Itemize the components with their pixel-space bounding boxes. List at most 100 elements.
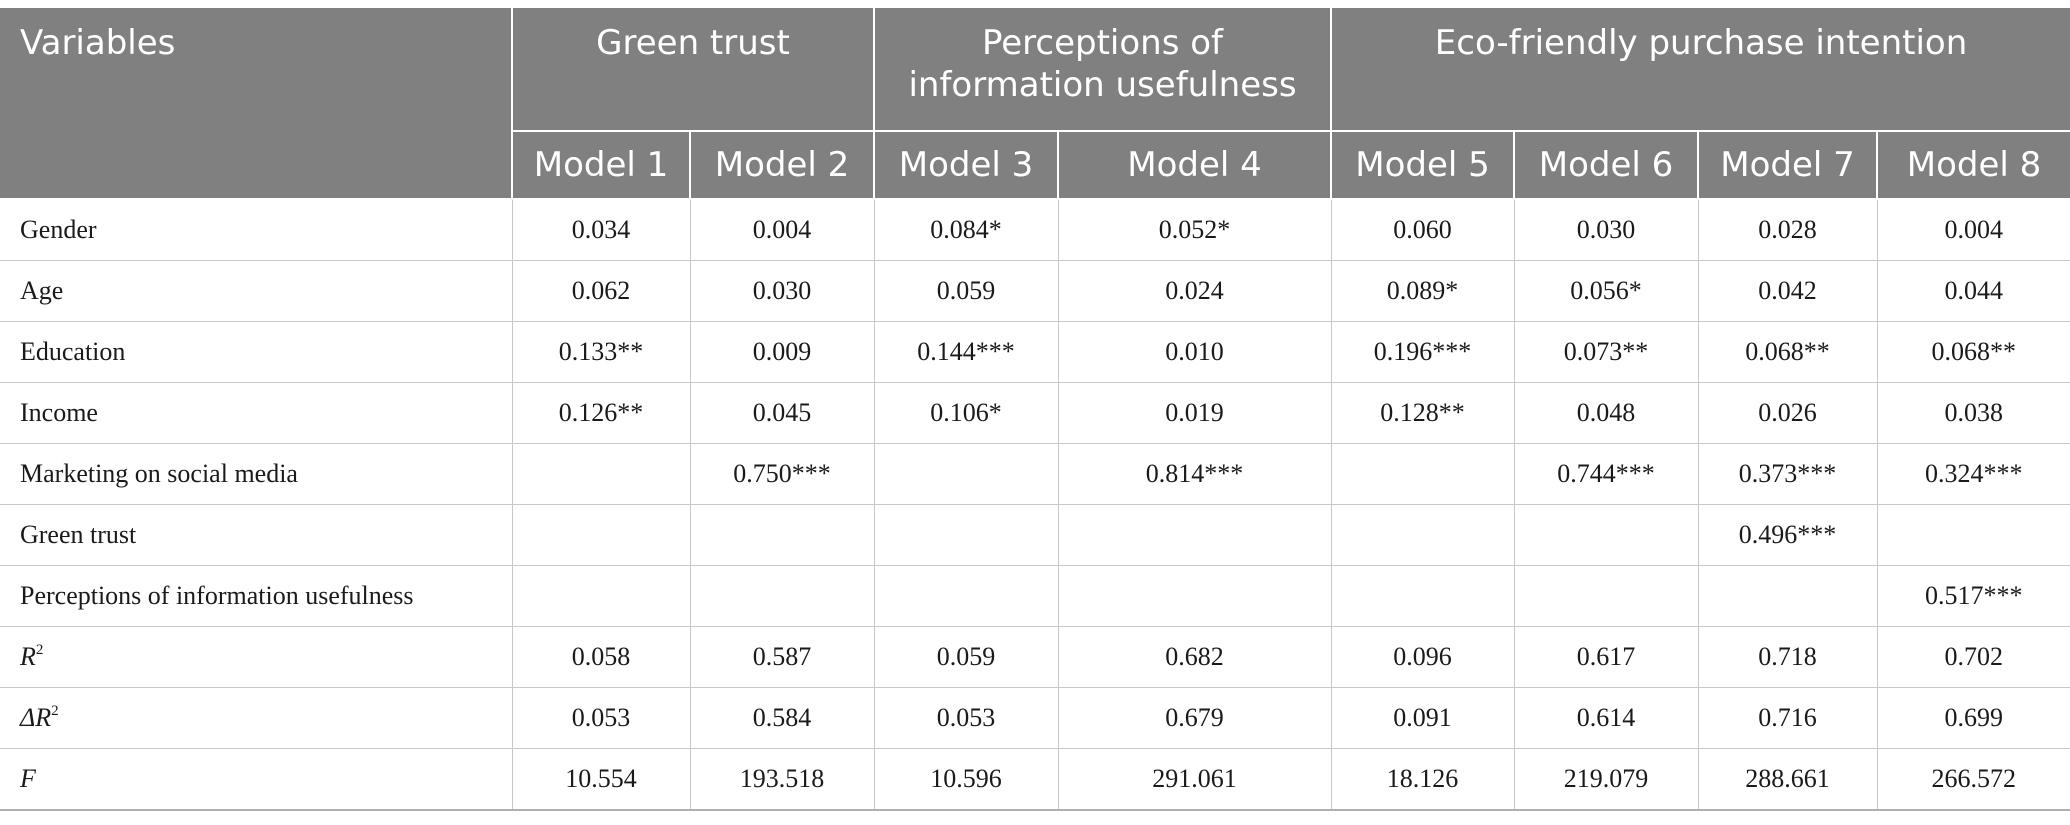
table-cell: 0.068** (1697, 321, 1878, 383)
table-row: Gender 0.034 0.004 0.084* 0.052* 0.060 0.030 0.… (0, 198, 2070, 261)
table-cell: 0.004 (1876, 198, 2070, 261)
table-row: Perceptions of information usefulness 0.5… (0, 565, 2070, 627)
table-cell: 0.144*** (873, 321, 1059, 383)
table-cell (873, 504, 1059, 566)
variables-header: Variables (0, 8, 513, 200)
table-cell: 0.679 (1057, 687, 1332, 749)
row-label-superscript: 2 (51, 703, 59, 719)
table-cell: 0.048 (1513, 382, 1699, 444)
table-cell: 0.028 (1697, 198, 1878, 261)
table-cell: 0.128** (1330, 382, 1515, 444)
header-row-groups: Variables Green trust Perceptions of inf… (0, 8, 2070, 200)
table-cell: 0.324*** (1876, 443, 2070, 505)
row-label: F (0, 748, 513, 811)
table-row: R2 0.058 0.587 0.059 0.682 0.096 0.617 0.718 0.7… (0, 626, 2070, 688)
table-cell: 0.026 (1697, 382, 1878, 444)
table-cell: 0.045 (689, 382, 875, 444)
table-cell: 0.718 (1697, 626, 1878, 688)
table-cell: 0.042 (1697, 260, 1878, 322)
model-header: Model 4 (1056, 131, 1333, 200)
table-cell: 0.044 (1876, 260, 2070, 322)
model-header: Model 6 (1513, 131, 1700, 200)
table-cell: 0.096 (1330, 626, 1515, 688)
table-cell: 193.518 (689, 748, 875, 811)
table-cell (1330, 504, 1515, 566)
table-cell: 0.073** (1513, 321, 1699, 383)
table-cell: 18.126 (1330, 748, 1515, 811)
table-cell: 0.030 (1513, 198, 1699, 261)
row-label: Perceptions of information usefulness (0, 565, 513, 627)
table-cell (689, 565, 875, 627)
row-label-text: R (20, 642, 36, 671)
table-cell: 0.062 (511, 260, 691, 322)
table-cell: 0.009 (689, 321, 875, 383)
model-header: Model 2 (689, 131, 875, 200)
table-cell (873, 565, 1059, 627)
table-cell: 0.010 (1057, 321, 1332, 383)
table-cell (511, 504, 691, 566)
table-cell: 0.059 (873, 260, 1059, 322)
table-cell: 0.750*** (689, 443, 875, 505)
table-cell (1330, 565, 1515, 627)
model-header: Model 3 (873, 131, 1059, 200)
table-cell: 0.587 (689, 626, 875, 688)
group-header-green-trust: Green trust (511, 8, 875, 132)
table-cell: 10.596 (873, 748, 1059, 811)
table-cell: 0.024 (1057, 260, 1332, 322)
row-label: Green trust (0, 504, 513, 566)
table-cell: 288.661 (1697, 748, 1878, 811)
table-body: Gender 0.034 0.004 0.084* 0.052* 0.060 0.030 0.… (0, 198, 2070, 811)
table-row: Income 0.126** 0.045 0.106* 0.019 0.128** 0.04… (0, 382, 2070, 444)
table-cell: 0.053 (511, 687, 691, 749)
table-cell: 0.019 (1057, 382, 1332, 444)
table-cell: 0.682 (1057, 626, 1332, 688)
model-header: Model 7 (1697, 131, 1879, 200)
group-header-information-usefulness: Perceptions of information usefulness (872, 8, 1333, 132)
model-header: Model 1 (511, 131, 691, 200)
table-cell: 0.496*** (1697, 504, 1878, 566)
table-cell (1513, 565, 1699, 627)
group-header-purchase-intention: Eco-friendly purchase intention (1330, 8, 2070, 132)
table-cell: 0.126** (511, 382, 691, 444)
table-cell: 0.030 (689, 260, 875, 322)
row-label-superscript: 2 (35, 642, 44, 658)
table-cell: 0.056* (1513, 260, 1699, 322)
group-header-line1: Perceptions of (981, 23, 1224, 63)
table-row: Age 0.062 0.030 0.059 0.024 0.089* 0.056* 0.042… (0, 260, 2070, 322)
table-cell (1697, 565, 1878, 627)
table-row: Green trust 0.496*** (0, 504, 2070, 566)
table-cell: 0.373*** (1697, 443, 1878, 505)
table-cell (689, 504, 875, 566)
table-cell: 0.038 (1876, 382, 2070, 444)
table-cell: 0.196*** (1330, 321, 1515, 383)
regression-table-container: Variables Green trust Perceptions of inf… (0, 8, 2070, 811)
group-header-line2: information usefulness (908, 65, 1297, 105)
table-cell: 0.034 (511, 198, 691, 261)
table-cell (1057, 504, 1332, 566)
table-cell (1513, 504, 1699, 566)
table-cell: 0.091 (1330, 687, 1515, 749)
table-cell: 0.004 (689, 198, 875, 261)
table-cell: 0.059 (873, 626, 1059, 688)
table-cell: 0.614 (1513, 687, 1699, 749)
table-row: Education 0.133** 0.009 0.144*** 0.010 0.196*… (0, 321, 2070, 383)
table-cell: 0.058 (511, 626, 691, 688)
table-row: ΔR2 0.053 0.584 0.053 0.679 0.091 0.614 0.716 0.… (0, 687, 2070, 749)
table-cell: 291.061 (1057, 748, 1332, 811)
row-label: R2 (0, 626, 513, 688)
table-cell: 0.716 (1697, 687, 1878, 749)
table-cell: 0.106* (873, 382, 1059, 444)
table-cell: 0.814*** (1057, 443, 1332, 505)
table-cell (1057, 565, 1332, 627)
table-cell: 0.584 (689, 687, 875, 749)
table-cell (1876, 504, 2070, 566)
regression-table: Variables Green trust Perceptions of inf… (0, 8, 2070, 811)
row-label: Age (0, 260, 513, 322)
table-cell: 266.572 (1876, 748, 2070, 811)
table-cell (1330, 443, 1515, 505)
table-header: Variables Green trust Perceptions of inf… (0, 8, 2070, 200)
table-cell: 0.060 (1330, 198, 1515, 261)
table-cell (511, 443, 691, 505)
table-cell: 0.699 (1876, 687, 2070, 749)
table-row: Marketing on social media 0.750*** 0.814**… (0, 443, 2070, 505)
